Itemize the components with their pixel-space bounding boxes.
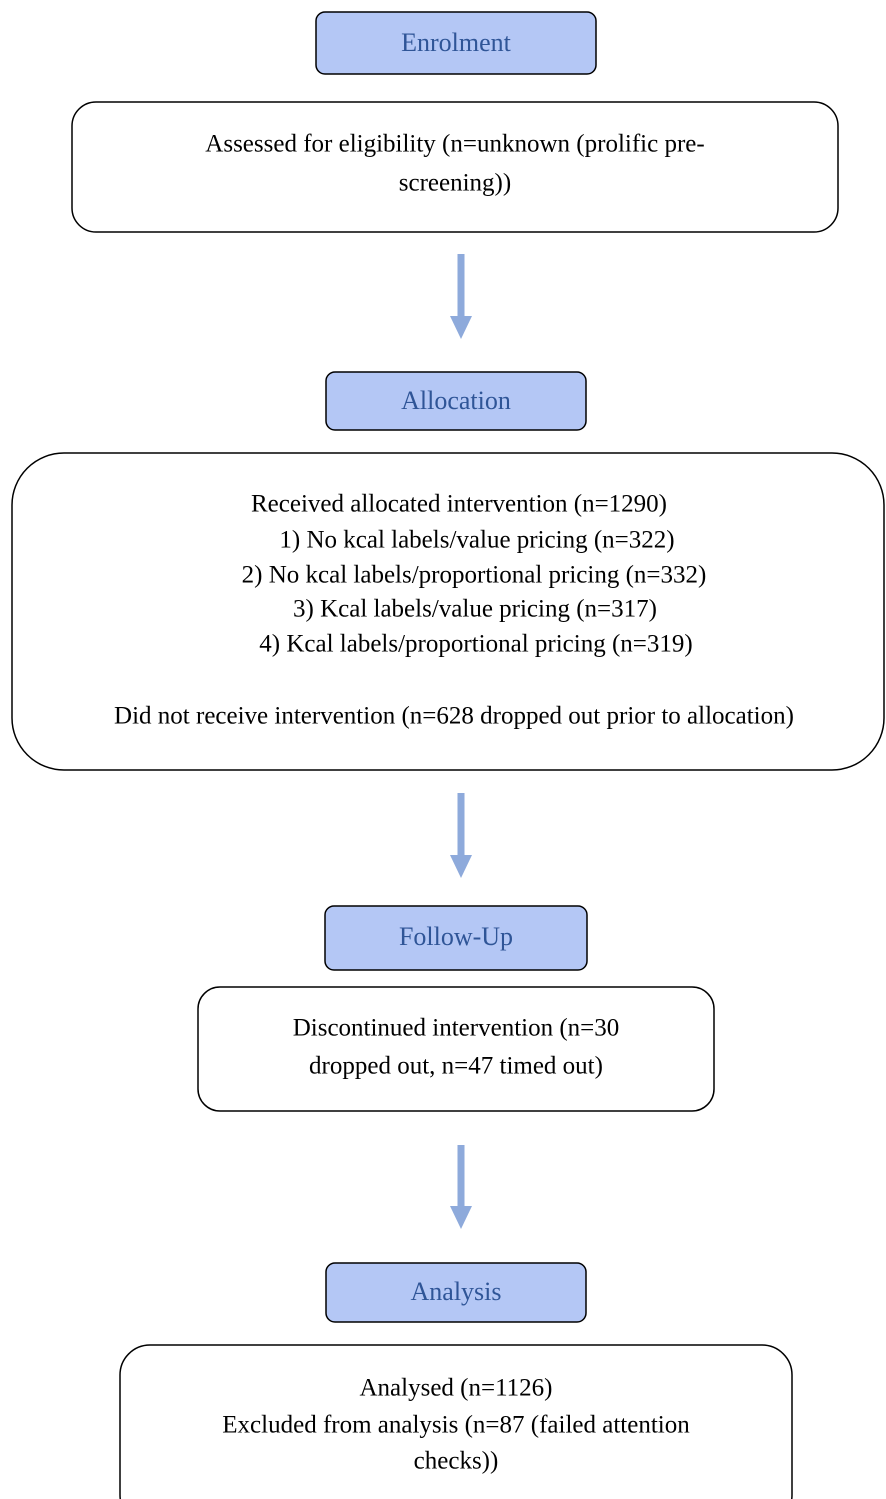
stage-box [11, 452, 885, 771]
box-line: Did not receive intervention (n=628 drop… [114, 703, 794, 730]
arrow [450, 793, 472, 878]
stage-header-box [315, 11, 597, 75]
box-line: 1) No kcal labels/value pricing (n=322) [279, 527, 674, 554]
box-line: Discontinued intervention (n=30 [293, 1015, 620, 1042]
box-line: screening)) [399, 170, 511, 197]
stage-header-box [325, 1262, 587, 1323]
box-line: checks)) [414, 1448, 499, 1475]
stage-box [119, 1344, 793, 1499]
box-line: Analysed (n=1126) [360, 1375, 553, 1402]
arrow [450, 1145, 472, 1229]
stage-header: Follow-Up [399, 922, 513, 951]
box-line: 2) No kcal labels/proportional pricing (… [242, 562, 707, 589]
stage-header-box [325, 371, 587, 431]
stage-header-box [324, 905, 588, 971]
stage-header: Allocation [401, 386, 511, 415]
arrow [450, 254, 472, 339]
box-line: Assessed for eligibility (n=unknown (pro… [205, 131, 704, 158]
box-line: 3) Kcal labels/value pricing (n=317) [293, 596, 657, 623]
stage-box [71, 101, 839, 233]
stage-box [197, 986, 715, 1112]
stage-header: Enrolment [401, 28, 512, 57]
box-line: dropped out, n=47 timed out) [309, 1053, 603, 1080]
stage-header: Analysis [411, 1277, 502, 1306]
box-line: 4) Kcal labels/proportional pricing (n=3… [259, 631, 692, 658]
box-line: Received allocated intervention (n=1290) [251, 491, 667, 518]
box-line: Excluded from analysis (n=87 (failed att… [222, 1412, 690, 1439]
